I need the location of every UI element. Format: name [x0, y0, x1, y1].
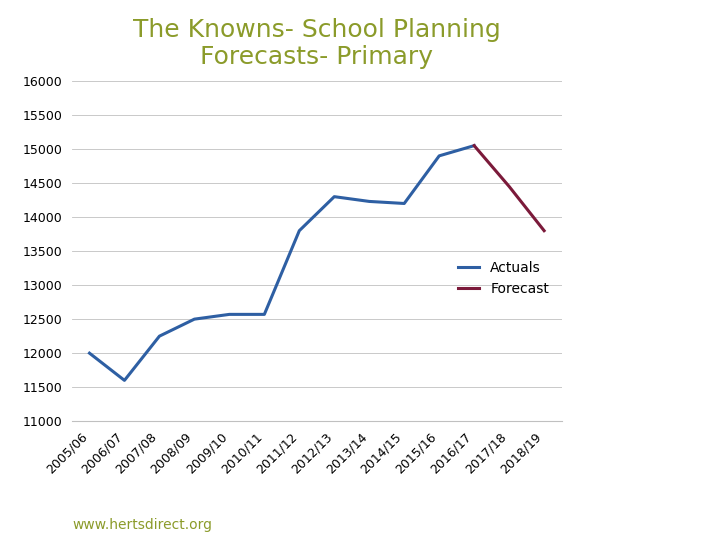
Actuals [120, 377, 129, 383]
Actuals [260, 311, 269, 318]
Line: Actuals: Actuals [89, 146, 474, 380]
Actuals [155, 333, 163, 339]
Line: Forecast: Forecast [474, 146, 544, 231]
Actuals [225, 311, 234, 318]
Text: 🦌: 🦌 [628, 475, 639, 494]
Text: www.hertsdirect.org: www.hertsdirect.org [72, 518, 212, 532]
Actuals [400, 200, 408, 207]
Actuals [365, 198, 374, 205]
Actuals [435, 153, 444, 159]
Title: The Knowns- School Planning
Forecasts- Primary: The Knowns- School Planning Forecasts- P… [133, 17, 500, 69]
Actuals [330, 193, 338, 200]
Forecast [505, 183, 513, 190]
Forecast [470, 143, 479, 149]
Actuals [190, 316, 199, 322]
Actuals [85, 350, 94, 356]
Actuals [470, 143, 479, 149]
Legend: Actuals, Forecast: Actuals, Forecast [453, 255, 554, 301]
Text: Hertfordshire: Hertfordshire [599, 515, 668, 524]
Actuals [295, 227, 304, 234]
Forecast [540, 227, 549, 234]
